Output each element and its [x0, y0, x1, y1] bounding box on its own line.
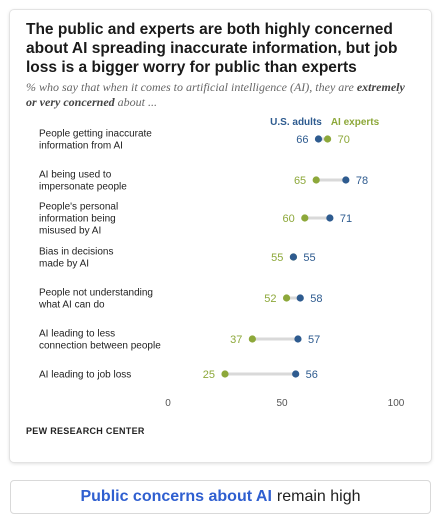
- subtitle-prefix: % who say that when it comes to artifici…: [26, 80, 354, 94]
- value-ai-experts: 52: [264, 293, 276, 305]
- banner-rest: remain high: [276, 488, 361, 505]
- row-label: People's personal information being misuse…: [39, 202, 118, 237]
- dot-us-adults: [296, 294, 304, 302]
- dot-ai-experts: [312, 176, 320, 184]
- value-ai-experts: 70: [338, 134, 350, 146]
- x-tick-label: 0: [165, 398, 171, 409]
- row-label: Bias in decisions made by AI: [39, 247, 113, 270]
- value-us-adults: 66: [296, 134, 308, 146]
- dot-plot-chart: U.S. adults AI experts People getting inac…: [38, 117, 405, 409]
- caption-banner: Public concerns about AI remain high: [10, 480, 431, 514]
- value-ai-experts: 60: [283, 213, 295, 225]
- dot-us-adults: [294, 335, 302, 343]
- value-us-adults: 78: [356, 175, 368, 187]
- legend-us-adults: U.S. adults: [270, 117, 322, 128]
- value-us-adults: 56: [306, 369, 318, 381]
- dot-us-adults: [342, 176, 350, 184]
- value-ai-experts: 65: [294, 175, 306, 187]
- x-tick-label: 50: [276, 398, 288, 409]
- dot-ai-experts: [301, 214, 309, 222]
- value-us-adults: 71: [340, 213, 352, 225]
- dot-ai-experts: [282, 294, 291, 302]
- chart-card: [10, 10, 431, 462]
- dot-us-adults: [314, 135, 323, 143]
- chart-title: The public and experts are both highly c…: [26, 21, 398, 76]
- dot-us-adults: [292, 370, 300, 378]
- dot-ai-experts: [324, 135, 332, 143]
- dot-ai-experts: [221, 370, 229, 378]
- value-ai-experts: 37: [230, 334, 242, 346]
- dot-ai-experts: [248, 335, 256, 343]
- value-ai-experts: 25: [203, 369, 215, 381]
- subtitle-bold: extremely or very concerned: [26, 80, 405, 109]
- chart-subtitle: % who say that when it comes to artifici…: [26, 80, 406, 110]
- source-label: PEW RESEARCH CENTER: [26, 426, 145, 436]
- value-us-adults: 55: [303, 252, 315, 264]
- dot-us-adults: [326, 214, 334, 222]
- value-us-adults: 58: [310, 293, 322, 305]
- row-label: People getting inaccurate information fro…: [39, 129, 152, 152]
- row-label: People not understanding what AI can do: [38, 288, 153, 311]
- legend-ai-experts: AI experts: [331, 117, 380, 128]
- banner-highlight: Public concerns about AI: [80, 488, 272, 505]
- value-us-adults: 57: [308, 334, 320, 346]
- subtitle-suffix: about ...: [117, 95, 157, 109]
- row-label: AI leading to job loss: [39, 370, 131, 381]
- value-ai-experts: 55: [271, 252, 283, 264]
- row-label: AI being used to impersonate people: [39, 170, 127, 193]
- row-label: AI leading to less connection between peo…: [39, 329, 161, 352]
- x-tick-label: 100: [388, 398, 405, 409]
- dot-us-adults: [289, 253, 297, 261]
